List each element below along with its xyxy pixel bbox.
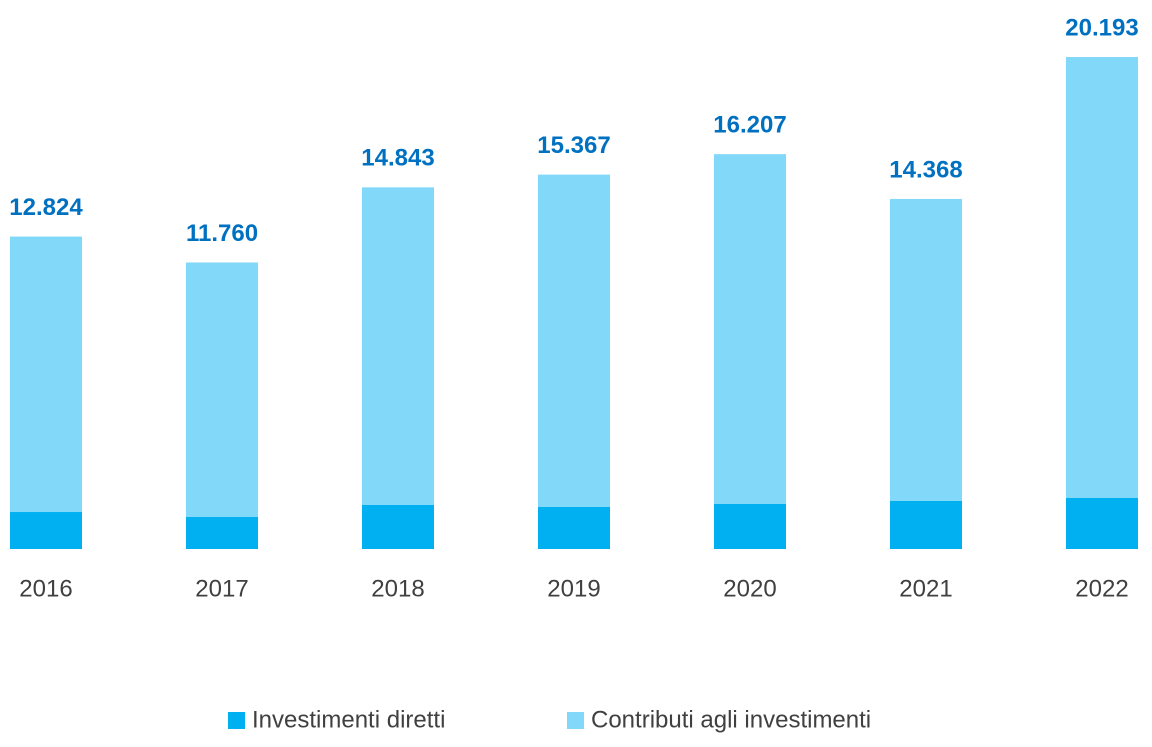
bar-segment bbox=[362, 504, 434, 549]
total-label: 11.760 bbox=[186, 220, 258, 247]
bar-segment bbox=[890, 198, 962, 502]
x-tick-label: 2022 bbox=[1075, 575, 1128, 602]
x-tick-label: 2018 bbox=[371, 575, 424, 602]
bar-segment bbox=[186, 517, 258, 549]
total-label: 16.207 bbox=[713, 111, 786, 138]
bar-segment bbox=[538, 506, 610, 549]
x-tick-label: 2019 bbox=[547, 575, 600, 602]
legend-swatch bbox=[228, 712, 245, 729]
x-tick-label: 2021 bbox=[899, 575, 952, 602]
total-label: 14.843 bbox=[361, 145, 434, 172]
bar-segment bbox=[1066, 498, 1138, 549]
bar-segment bbox=[1066, 57, 1138, 499]
bar-segment bbox=[186, 262, 258, 518]
legend-label: Contributi agli investimenti bbox=[591, 706, 871, 733]
x-tick-label: 2016 bbox=[19, 575, 72, 602]
x-tick-label: 2017 bbox=[195, 575, 248, 602]
legend-swatch bbox=[567, 712, 584, 729]
total-label: 20.193 bbox=[1065, 14, 1138, 41]
bar-segment bbox=[538, 174, 610, 507]
x-tick-label: 2020 bbox=[723, 575, 776, 602]
bar-segment bbox=[10, 236, 82, 513]
total-label: 15.367 bbox=[537, 132, 610, 159]
bar-segment bbox=[714, 154, 786, 505]
total-label: 12.824 bbox=[9, 194, 83, 221]
bar-segment bbox=[890, 501, 962, 549]
bar-segment bbox=[10, 512, 82, 549]
legend-label: Investimenti diretti bbox=[252, 706, 445, 733]
bar-segment bbox=[362, 187, 434, 505]
total-label: 14.368 bbox=[889, 156, 962, 183]
bar-segment bbox=[714, 504, 786, 549]
